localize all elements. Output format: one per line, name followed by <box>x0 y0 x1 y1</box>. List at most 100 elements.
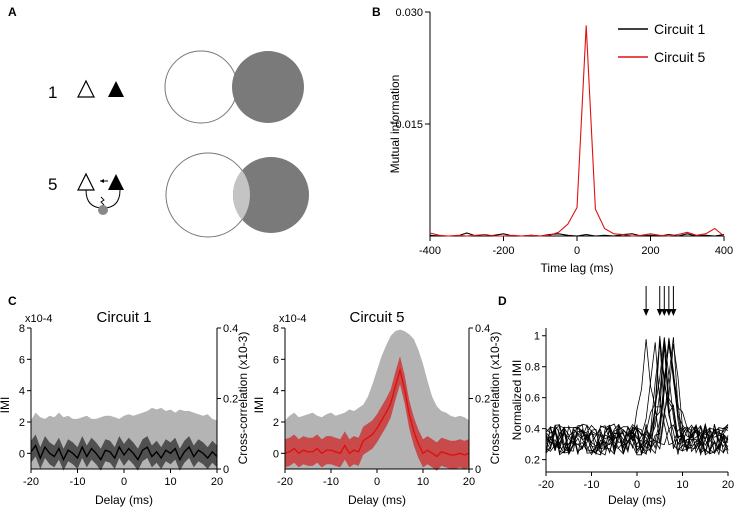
y-tick-label: 6 <box>19 354 25 366</box>
y2-axis-label: Cross-correlation (x10-3) <box>236 332 250 465</box>
neuron-filled-triangle-icon <box>108 174 124 190</box>
y2-tick-label: 0.2 <box>475 394 490 406</box>
venn-circle-filled <box>233 157 309 233</box>
legend-b: Circuit 1 Circuit 5 <box>618 21 706 65</box>
chart-title: Circuit 1 <box>96 309 151 326</box>
imi-confidence-band <box>285 356 469 471</box>
y2-axis-label: Cross-correlation (x10-3) <box>488 332 502 465</box>
x-axis-label: Delay (ms) <box>608 493 666 507</box>
venn-circle-filled <box>232 51 304 123</box>
x-tick-label: 400 <box>715 245 733 257</box>
x-tick-label: -20 <box>538 479 554 491</box>
imi-mean-line <box>30 444 218 462</box>
x-tick-label: -20 <box>23 476 39 488</box>
circuit-5-number: 5 <box>48 175 57 194</box>
y-tick-label: 0.6 <box>525 393 540 405</box>
x-tick-label: -400 <box>419 245 441 257</box>
y-axis-label: Normalized IMI <box>510 360 524 441</box>
x-tick-label: 20 <box>722 479 734 491</box>
neuron-open-triangle-icon <box>77 172 95 191</box>
circuit-1-neurons <box>77 79 124 98</box>
panel-label-c: C <box>8 294 17 308</box>
x-tick-label: 200 <box>641 245 659 257</box>
y2-tick-label: 0.4 <box>223 323 238 335</box>
x-tick-label: 10 <box>676 479 688 491</box>
circuit-5-neurons <box>77 172 124 215</box>
imi-trace-14 <box>545 343 729 456</box>
x-tick-label: -10 <box>323 476 339 488</box>
imi-trace-8 <box>545 337 729 455</box>
chart-normalized-imi: -20 -10 0 10 20 0.2 0.4 0.6 0.8 1 Delay (ms) Normal… <box>510 286 734 507</box>
circuit-5-venn <box>165 152 309 238</box>
cross-correlation-area <box>285 329 469 469</box>
y-tick-label: 8 <box>273 323 279 335</box>
x-tick-label: 0 <box>121 476 127 488</box>
legend-label-circuit-5: Circuit 5 <box>654 49 706 65</box>
venn-circle-open <box>164 50 238 124</box>
y-tick-label: 2 <box>19 417 25 429</box>
x-axis-label: Time lag (ms) <box>541 261 614 275</box>
lightning-icon <box>100 196 105 206</box>
arrow-down-icon <box>643 309 650 316</box>
y-tick-label: 6 <box>273 354 279 366</box>
x-axis-label: Delay (ms) <box>95 493 153 507</box>
imi-confidence-band <box>31 434 217 471</box>
imi-trace-13 <box>545 339 729 456</box>
x-tick-label: -10 <box>584 479 600 491</box>
y2-tick-label: 0.4 <box>475 323 490 335</box>
y-tick-label: 4 <box>273 386 279 398</box>
arrow-down-icon <box>656 309 663 316</box>
x-tick-label: -20 <box>277 476 293 488</box>
x-tick-label: 0 <box>374 476 380 488</box>
y-axis-label: IMI <box>0 397 12 414</box>
y-tick-label: 8 <box>19 323 25 335</box>
y-axis-label: IMI <box>252 397 266 414</box>
chart-mutual-information: -400 -200 0 200 400 0.015 0.030 Time lag (ms) Mu… <box>388 7 733 275</box>
y-scale-label: x10-4 <box>25 313 53 325</box>
y-axis-label: Mutual information <box>388 75 402 174</box>
y-tick-label: 4 <box>19 386 25 398</box>
panel-label-a: A <box>8 5 17 19</box>
y-tick-label: 1 <box>534 331 540 343</box>
y-tick-label: 0.015 <box>395 119 423 131</box>
neuron-open-triangle-icon <box>77 79 95 98</box>
legend-label-circuit-1: Circuit 1 <box>654 21 706 37</box>
circuit-1-venn <box>164 50 304 124</box>
arrow-left-icon <box>100 179 104 183</box>
x-tick-label: 20 <box>211 476 223 488</box>
imi-mean-line <box>284 367 470 458</box>
y-tick-label: 0 <box>19 448 25 460</box>
y2-tick-label: 0.2 <box>223 394 238 406</box>
x-tick-label: -10 <box>70 476 86 488</box>
x-tick-label: 10 <box>417 476 429 488</box>
interneuron-circle <box>98 205 108 215</box>
panel-label-b: B <box>372 5 381 19</box>
y2-tick-label: 0 <box>223 464 229 476</box>
series-line-circuit-5 <box>429 25 725 237</box>
y-tick-label: 0.4 <box>525 424 540 436</box>
y-tick-label: 0 <box>273 448 279 460</box>
chart-title: Circuit 5 <box>349 309 404 326</box>
x-tick-label: 0 <box>634 479 640 491</box>
x-tick-label: 10 <box>164 476 176 488</box>
panel-label-d: D <box>498 294 507 308</box>
y-tick-label: 0.8 <box>525 362 540 374</box>
arrow-down-icon <box>670 309 677 316</box>
circuit-1-number: 1 <box>48 83 57 102</box>
y-scale-label: x10-4 <box>279 313 307 325</box>
y-tick-label: 0.2 <box>525 455 540 467</box>
arrow-down-icon <box>661 309 668 316</box>
y-tick-label: 0.030 <box>395 7 423 19</box>
x-tick-label: 20 <box>463 476 475 488</box>
x-axis-label: Delay (ms) <box>348 493 406 507</box>
x-tick-label: -200 <box>492 245 514 257</box>
y-tick-label: 2 <box>273 417 279 429</box>
neuron-filled-triangle-icon <box>108 81 124 97</box>
y2-tick-label: 0 <box>475 464 481 476</box>
arrow-down-icon <box>665 309 672 316</box>
x-tick-label: 0 <box>574 245 580 257</box>
imi-trace-15 <box>545 344 729 457</box>
